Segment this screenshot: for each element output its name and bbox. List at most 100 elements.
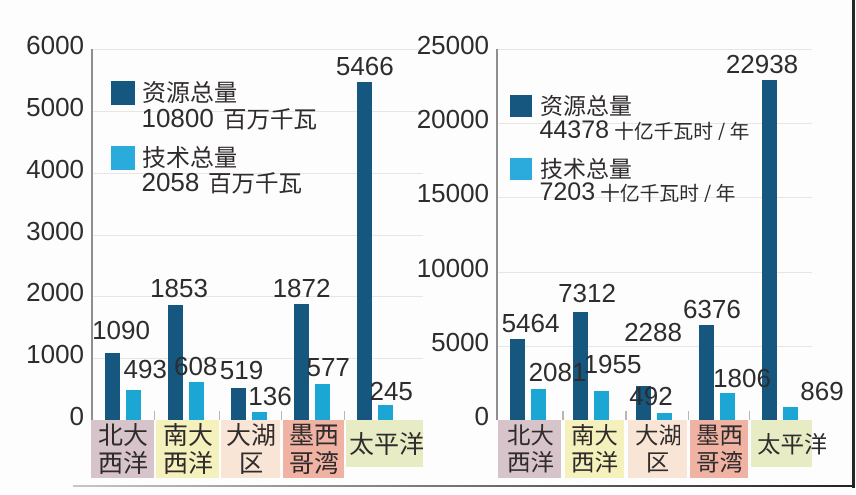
legend-swatch-technical <box>510 157 532 180</box>
bar-value-label: 2288 <box>624 316 682 347</box>
y-tick-label: 3000 <box>26 215 84 246</box>
category-label <box>98 422 147 475</box>
y-tick-label: 25000 <box>416 30 489 60</box>
legend-total-line: 2058 <box>141 167 302 197</box>
y-tick-label: 20000 <box>416 104 489 135</box>
legend-swatch-resource <box>510 95 532 117</box>
y-tick-label: 0 <box>474 401 489 431</box>
category-boundary-tick <box>562 410 564 420</box>
category-cell-3 <box>282 419 344 478</box>
category-cell-1 <box>156 419 219 478</box>
category-cell-2 <box>627 419 687 478</box>
gridline <box>91 49 423 50</box>
category-cell-3 <box>690 419 748 478</box>
bar-technical-3 <box>720 393 736 420</box>
category-label-line2 <box>239 450 263 475</box>
category-cell-2 <box>221 419 280 478</box>
legend-name-text <box>142 80 237 104</box>
bar-value-label: 577 <box>306 351 350 382</box>
y-axis-line <box>496 49 498 420</box>
gridline <box>497 197 812 199</box>
category-label <box>289 422 338 475</box>
category-boundary-tick <box>687 410 690 420</box>
y-tick-label: 1000 <box>26 339 84 370</box>
category-label <box>349 431 424 456</box>
legend-series-name <box>540 156 631 180</box>
bar-resource-4 <box>762 79 778 420</box>
category-label <box>507 423 553 474</box>
legend-unit-text <box>224 108 316 130</box>
legend-total-line: 44378 <box>539 116 749 144</box>
bar-technical-3 <box>314 384 330 420</box>
bar-resource-1 <box>573 311 589 420</box>
bar-resource-3 <box>294 304 309 420</box>
bar-value-label: 1806 <box>713 362 771 393</box>
bar-resource-1 <box>167 305 183 420</box>
legend-total-value: 7203 <box>539 178 596 206</box>
category-label-line1 <box>507 423 553 447</box>
bar-value-label: 5464 <box>501 308 560 338</box>
bar-value-label: 869 <box>800 376 844 406</box>
bar-value-label: 1090 <box>92 315 150 345</box>
y-tick-label: 5000 <box>26 91 84 122</box>
legend-total-line: 10800 <box>141 103 316 134</box>
bar-technical-0 <box>531 389 547 420</box>
category-boundary-tick <box>154 410 156 420</box>
gridline <box>91 358 423 360</box>
bar-resource-0 <box>104 352 120 420</box>
bar-technical-2 <box>657 412 673 420</box>
legend-swatch-resource <box>110 81 135 105</box>
bar-technical-2 <box>251 411 267 420</box>
bar-value-label: 22938 <box>725 48 799 79</box>
gridline <box>497 271 812 273</box>
y-tick-label: 2000 <box>26 277 84 308</box>
category-boundary-tick <box>625 410 627 420</box>
gridline <box>91 172 423 174</box>
bar-value-label: 1872 <box>272 272 331 303</box>
y-tick-label: 5000 <box>431 326 489 357</box>
category-label-line2 <box>646 450 669 474</box>
bar-value-label: 6376 <box>682 294 741 325</box>
y-tick-label: 0 <box>69 401 84 431</box>
category-cell-4 <box>346 419 424 467</box>
gridline <box>91 234 423 236</box>
bottom-border-line <box>73 484 855 487</box>
legend-name-text <box>142 145 237 169</box>
bar-resource-2 <box>230 387 246 420</box>
y-tick-label: 4000 <box>26 153 84 184</box>
category-label-line1 <box>226 422 275 447</box>
category-cell-4 <box>751 419 827 467</box>
bar-value-label: 608 <box>173 351 218 381</box>
category-label-line1 <box>696 423 742 447</box>
bar-value-label: 2081 <box>528 356 587 387</box>
legend-total-value: 44378 <box>539 116 610 144</box>
category-label <box>757 432 827 456</box>
bar-technical-1 <box>594 391 610 420</box>
bar-technical-0 <box>125 389 141 420</box>
category-label-line1 <box>571 423 618 447</box>
bar-value-label: 245 <box>369 375 413 406</box>
legend-total-value: 10800 <box>141 103 214 134</box>
legend-name-text <box>540 157 631 179</box>
legend-series-name <box>142 145 237 169</box>
legend-series-name <box>540 94 631 118</box>
category-label <box>163 422 212 475</box>
legend-total-value: 2058 <box>141 167 200 197</box>
category-label-line1 <box>163 422 212 447</box>
right-border-line <box>851 0 855 488</box>
category-label-line2 <box>507 450 553 474</box>
category-label-line2 <box>571 450 618 474</box>
category-label <box>696 423 743 474</box>
legend-unit-text <box>615 121 749 141</box>
bar-value-label: 5466 <box>335 50 394 81</box>
legend-series-name <box>142 80 237 104</box>
bar-value-label: 492 <box>629 381 673 411</box>
bar-value-label: 136 <box>248 380 292 411</box>
bar-value-label: 493 <box>123 353 167 384</box>
gridline <box>497 123 812 125</box>
bar-technical-4 <box>378 404 393 420</box>
